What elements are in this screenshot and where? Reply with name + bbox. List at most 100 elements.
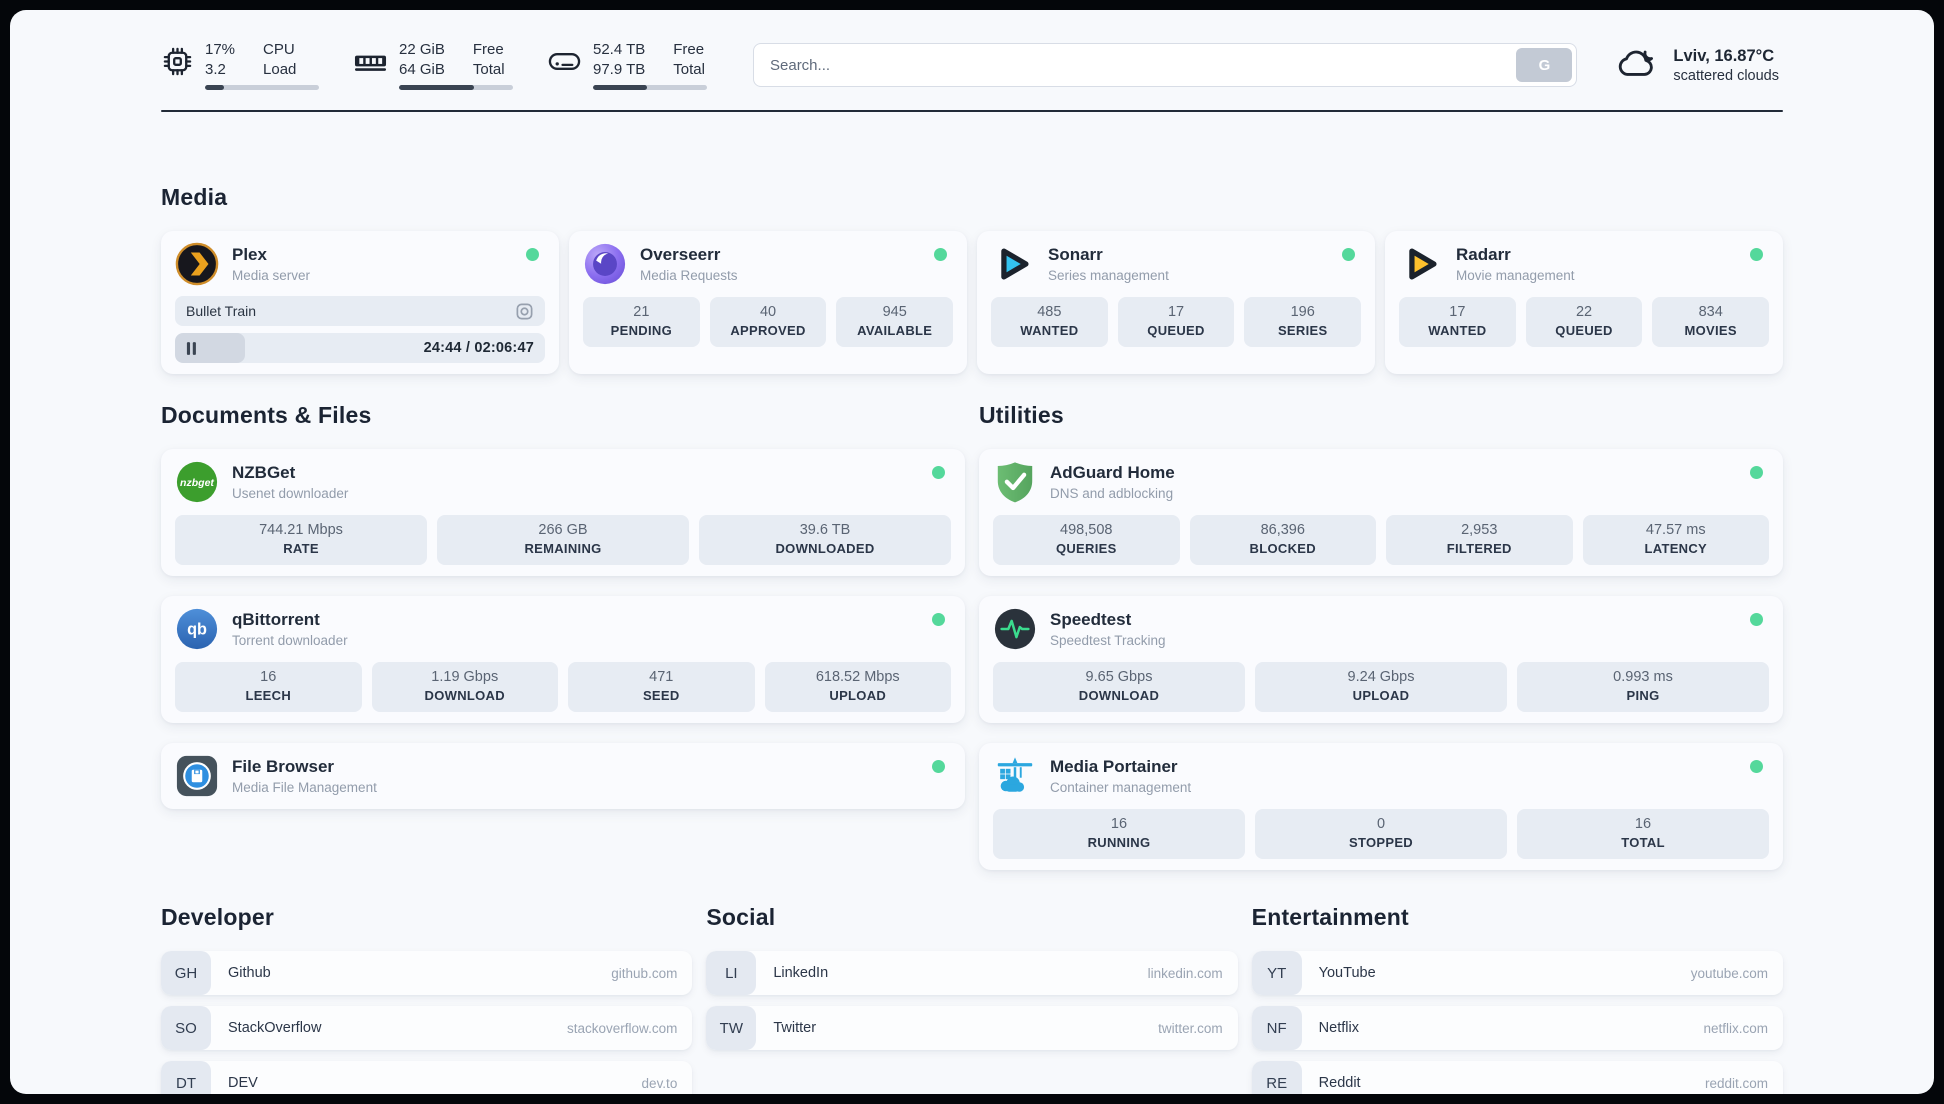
- stat-downloaded: 39.6 TB DOWNLOADED: [699, 515, 951, 565]
- stat-value: 471: [649, 669, 674, 685]
- svg-text:nzbget: nzbget: [180, 477, 214, 489]
- app-subtitle: Usenet downloader: [232, 486, 349, 502]
- app-titles: Sonarr Series management: [1048, 245, 1329, 283]
- stat-wanted: 17 WANTED: [1399, 297, 1516, 347]
- playback-bar: 24:44 / 02:06:47: [175, 333, 545, 363]
- stat-available: 945 AVAILABLE: [836, 297, 954, 347]
- app-name: Sonarr: [1048, 244, 1103, 264]
- stat-value: 9.24 Gbps: [1347, 669, 1415, 685]
- bookmark-youtube[interactable]: YT YouTube youtube.com: [1251, 951, 1783, 995]
- stat-label: WANTED: [1428, 323, 1487, 338]
- stat-queued: 22 QUEUED: [1525, 297, 1643, 347]
- stat-label: QUEUED: [1555, 323, 1613, 338]
- disk-label-2: Total: [673, 60, 705, 78]
- stat-value: 618.52 Mbps: [815, 669, 900, 685]
- top-bar: 17% 3.2 CPU Load: [161, 40, 1783, 90]
- bookmark-abbr: LI: [706, 951, 757, 995]
- app-card-header: nzbget NZBGet Usenet downloader: [175, 460, 951, 504]
- app-name: Plex: [232, 244, 267, 264]
- stat-label: DOWNLOADED: [775, 541, 875, 556]
- stat-label: RATE: [283, 541, 319, 556]
- stat-ping: 0.993 ms PING: [1517, 662, 1769, 712]
- stat-value: 47.57 ms: [1645, 522, 1706, 538]
- stat-value: 86,396: [1260, 522, 1305, 538]
- app-card-sonarr[interactable]: Sonarr Series management 485 WANTED 17 Q…: [977, 231, 1375, 374]
- stat-upload: 9.24 Gbps UPLOAD: [1255, 662, 1507, 712]
- bookmark-url: linkedin.com: [1147, 965, 1223, 981]
- stat-label: QUERIES: [1055, 541, 1117, 556]
- speedtest-icon: [993, 607, 1037, 651]
- app-card-plex[interactable]: Plex Media server Bullet Train 24:44 / 0…: [161, 231, 559, 374]
- section-media: Media Plex Media server Bullet Train 24:…: [161, 184, 1783, 374]
- stat-value: 0: [1376, 816, 1386, 832]
- app-card-speedtest[interactable]: Speedtest Speedtest Tracking 9.65 Gbps D…: [979, 596, 1783, 723]
- disk-stat: 52.4 TB 97.9 TB Free Total: [547, 40, 707, 90]
- search-input[interactable]: [753, 43, 1578, 87]
- search-bar: G: [753, 43, 1578, 87]
- stat-value: 16: [1634, 816, 1652, 832]
- radarr-icon: [1399, 242, 1443, 286]
- app-card-filebrowser[interactable]: File Browser Media File Management: [161, 743, 965, 809]
- stat-label: DOWNLOAD: [424, 688, 505, 703]
- stat-download: 9.65 Gbps DOWNLOAD: [993, 662, 1245, 712]
- app-stats-row: 17 WANTED 22 QUEUED 834 MOVIES: [1399, 297, 1770, 347]
- app-titles: File Browser Media File Management: [232, 757, 919, 795]
- pause-button[interactable]: [186, 341, 197, 355]
- app-card-adguard[interactable]: AdGuard Home DNS and adblocking 498,508 …: [979, 449, 1783, 576]
- stat-label: APPROVED: [730, 323, 806, 338]
- bookmark-twitter[interactable]: TW Twitter twitter.com: [706, 1006, 1238, 1050]
- app-card-qbittorrent[interactable]: qb qBittorrent Torrent downloader 16 LEE…: [161, 596, 965, 723]
- bookmark-linkedin[interactable]: LI LinkedIn linkedin.com: [706, 951, 1238, 995]
- bookmark-stackoverflow[interactable]: SO StackOverflow stackoverflow.com: [161, 1006, 693, 1050]
- bookmark-name: Github: [228, 965, 271, 981]
- stat-value: 485: [1037, 304, 1062, 320]
- app-subtitle: Torrent downloader: [232, 633, 348, 649]
- app-card-portainer[interactable]: Media Portainer Container management 16 …: [979, 743, 1783, 870]
- now-playing-title: Bullet Train: [186, 303, 257, 319]
- link-list: YT YouTube youtube.com NF Netflix netfli…: [1251, 951, 1783, 1094]
- bookmark-netflix[interactable]: NF Netflix netflix.com: [1251, 1006, 1783, 1050]
- section-title-developer: Developer: [161, 904, 275, 930]
- bookmark-name: Reddit: [1318, 1075, 1361, 1091]
- section-title-utilities: Utilities: [979, 402, 1064, 428]
- stat-label: AVAILABLE: [857, 323, 933, 338]
- app-card-header: Sonarr Series management: [991, 242, 1361, 286]
- app-card-radarr[interactable]: Radarr Movie management 17 WANTED 22 QUE…: [1385, 231, 1783, 374]
- stat-value: 9.65 Gbps: [1085, 669, 1153, 685]
- stat-value: 196: [1290, 304, 1315, 320]
- plex-icon: [175, 242, 219, 286]
- cloud-icon: [1615, 43, 1659, 88]
- stat-value: 16: [260, 669, 277, 685]
- app-card-overseerr[interactable]: Overseerr Media Requests 21 PENDING 40 A…: [569, 231, 967, 374]
- portainer-icon: [993, 754, 1037, 798]
- stat-label: TOTAL: [1621, 835, 1665, 850]
- app-card-nzbget[interactable]: nzbget NZBGet Usenet downloader 744.21 M…: [161, 449, 965, 576]
- bookmark-url: dev.to: [641, 1075, 678, 1091]
- topbar-divider: [161, 110, 1783, 112]
- memory-label-1: Free: [472, 41, 504, 58]
- search-engine-button[interactable]: G: [1516, 48, 1573, 82]
- stat-value: 22: [1575, 304, 1593, 320]
- stat-label: LATENCY: [1644, 541, 1708, 556]
- status-dot-online: [932, 466, 945, 479]
- app-card-header: AdGuard Home DNS and adblocking: [993, 460, 1769, 504]
- app-subtitle: Container management: [1050, 780, 1192, 796]
- playback-progress-fill: [175, 333, 246, 363]
- now-playing-row: Bullet Train: [175, 296, 545, 326]
- bookmark-name: StackOverflow: [228, 1020, 322, 1036]
- stat-leech: 16 LEECH: [175, 662, 362, 712]
- stat-value: 1.19 Gbps: [431, 669, 499, 685]
- media-apps-grid: Plex Media server Bullet Train 24:44 / 0…: [161, 231, 1783, 374]
- bookmark-name: Twitter: [773, 1020, 817, 1036]
- bookmark-reddit[interactable]: RE Reddit reddit.com: [1251, 1061, 1783, 1094]
- stat-value: 39.6 TB: [799, 522, 851, 538]
- stat-blocked: 86,396 BLOCKED: [1189, 515, 1376, 565]
- stat-queries: 498,508 QUERIES: [993, 515, 1180, 565]
- status-dot-online: [1750, 760, 1763, 773]
- memory-label-2: Total: [472, 60, 505, 78]
- bookmark-dev[interactable]: DT DEV dev.to: [161, 1061, 693, 1094]
- nzbget-icon: nzbget: [175, 460, 219, 504]
- stat-value: 17: [1167, 304, 1185, 320]
- app-name: NZBGet: [232, 462, 296, 482]
- bookmark-github[interactable]: GH Github github.com: [161, 951, 693, 995]
